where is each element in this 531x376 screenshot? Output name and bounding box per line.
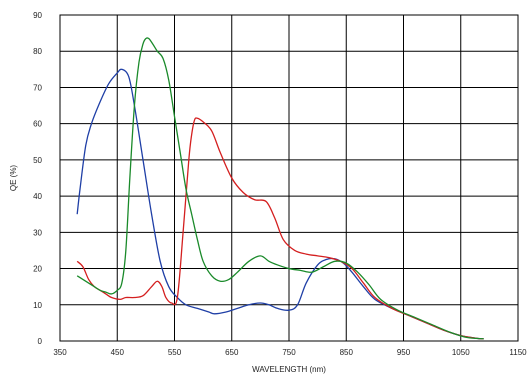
x-tick-label: 350 (53, 348, 67, 357)
y-tick-label: 30 (33, 228, 42, 237)
x-axis-label: WAVELENGTH (nm) (252, 365, 326, 374)
x-tick-label: 1050 (452, 348, 470, 357)
x-tick-label: 550 (168, 348, 182, 357)
y-tick-label: 20 (33, 265, 42, 274)
y-tick-label: 90 (33, 11, 42, 20)
y-tick-label: 80 (33, 47, 42, 56)
plot-frame (59, 14, 519, 342)
y-tick-label: 50 (33, 156, 42, 165)
x-tick-label: 450 (111, 348, 125, 357)
series-line-2 (76, 117, 484, 340)
y-tick-label: 60 (33, 120, 42, 129)
x-tick-label: 1150 (509, 348, 527, 357)
x-tick-label: 750 (282, 348, 296, 357)
grid-lines (60, 15, 518, 341)
y-axis-label: QE (%) (9, 165, 18, 192)
series-line-1 (76, 68, 484, 340)
series-group (76, 37, 484, 340)
x-tick-label: 650 (225, 348, 239, 357)
x-tick-labels: 350 450 550 650 750 850 950 1050 1150 (53, 348, 527, 357)
y-tick-label: 10 (33, 301, 42, 310)
x-tick-label: 950 (397, 348, 411, 357)
y-tick-label: 70 (33, 83, 42, 92)
x-tick-label: 850 (340, 348, 354, 357)
y-tick-labels: 0 10 20 30 40 50 60 70 80 90 (33, 11, 42, 346)
y-tick-label: 40 (33, 192, 42, 201)
y-tick-label: 0 (38, 337, 43, 346)
series-line-3 (76, 37, 484, 340)
